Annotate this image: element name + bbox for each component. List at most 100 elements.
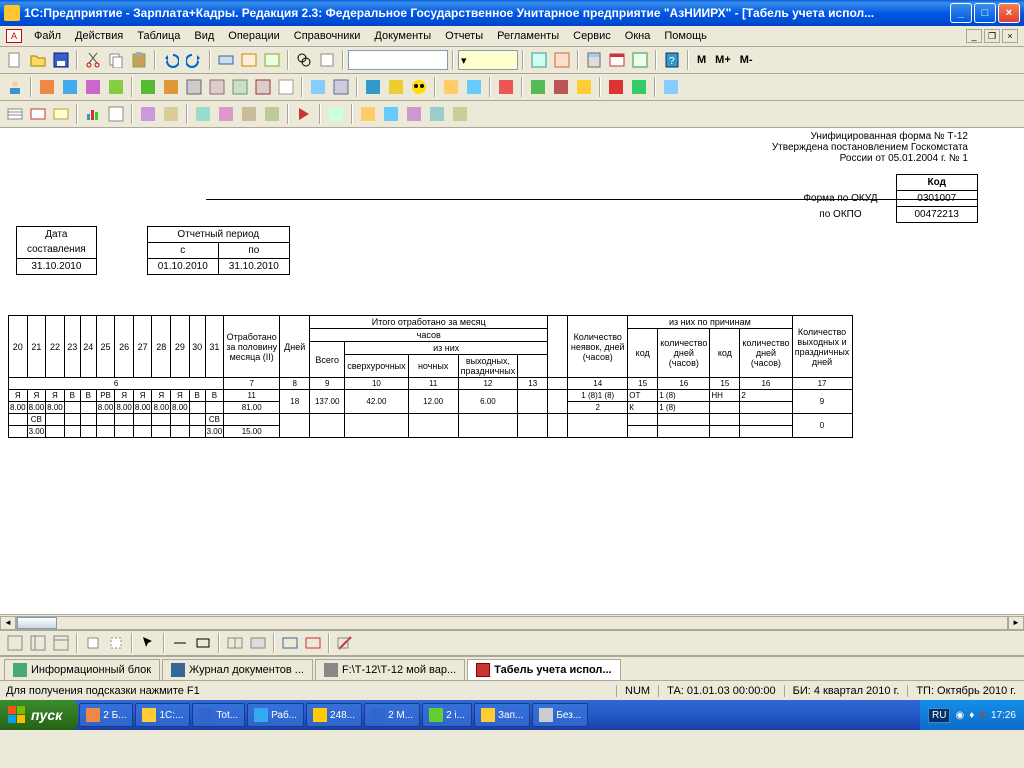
- tb3-15[interactable]: [403, 103, 425, 125]
- tb2-21[interactable]: [573, 76, 595, 98]
- tb2-4[interactable]: [105, 76, 127, 98]
- tb3-7[interactable]: [160, 103, 182, 125]
- mem-m[interactable]: M: [693, 54, 710, 66]
- help-icon[interactable]: ?: [661, 49, 683, 71]
- task-5[interactable]: 248...: [306, 703, 362, 727]
- tb2-24[interactable]: [660, 76, 682, 98]
- tb3-13[interactable]: [357, 103, 379, 125]
- tb2-5[interactable]: [137, 76, 159, 98]
- mdi-close[interactable]: ×: [1002, 29, 1018, 43]
- tb-btn-6[interactable]: [551, 49, 573, 71]
- tray-lang[interactable]: RU: [928, 708, 950, 723]
- menu-actions[interactable]: Действия: [69, 28, 129, 44]
- hscrollbar[interactable]: ◄ ►: [0, 614, 1024, 630]
- chart-icon[interactable]: [82, 103, 104, 125]
- menu-help[interactable]: Помощь: [658, 28, 713, 44]
- menu-service[interactable]: Сервис: [567, 28, 617, 44]
- tb-btn-4[interactable]: [316, 49, 338, 71]
- new-icon[interactable]: [4, 49, 26, 71]
- menu-table[interactable]: Таблица: [131, 28, 186, 44]
- tb-btn-7[interactable]: [629, 49, 651, 71]
- tb3-11[interactable]: [261, 103, 283, 125]
- tb2-16[interactable]: [440, 76, 462, 98]
- bt-7[interactable]: [192, 632, 214, 654]
- tb2-7[interactable]: [183, 76, 205, 98]
- tb3-1[interactable]: [4, 103, 26, 125]
- copy-icon[interactable]: [105, 49, 127, 71]
- mem-mm[interactable]: M-: [736, 54, 757, 66]
- sunglasses-icon[interactable]: [408, 76, 430, 98]
- task-4[interactable]: Раб...: [247, 703, 304, 727]
- tab-journal[interactable]: Журнал документов ...: [162, 659, 313, 680]
- tb-btn-2[interactable]: [238, 49, 260, 71]
- tab-tabel[interactable]: Табель учета испол...: [467, 659, 620, 680]
- tray-icon-2[interactable]: ♦: [969, 710, 974, 721]
- tb3-6[interactable]: [137, 103, 159, 125]
- bt-1[interactable]: [4, 632, 26, 654]
- task-7[interactable]: 2 i...: [422, 703, 472, 727]
- task-9[interactable]: Без...: [532, 703, 588, 727]
- bt-10[interactable]: [279, 632, 301, 654]
- menu-documents[interactable]: Документы: [368, 28, 437, 44]
- redo-icon[interactable]: [183, 49, 205, 71]
- menu-operations[interactable]: Операции: [222, 28, 285, 44]
- tb3-12[interactable]: [325, 103, 347, 125]
- tb2-14[interactable]: [362, 76, 384, 98]
- tab-file[interactable]: F:\Т-12\Т-12 мой вар...: [315, 659, 465, 680]
- close-button[interactable]: ×: [998, 3, 1020, 23]
- mdi-restore[interactable]: ❐: [984, 29, 1000, 43]
- task-1[interactable]: 2 Б...: [79, 703, 133, 727]
- tb2-11[interactable]: [275, 76, 297, 98]
- tab-info[interactable]: Информационный блок: [4, 659, 160, 680]
- bt-11[interactable]: [302, 632, 324, 654]
- menu-view[interactable]: Вид: [188, 28, 220, 44]
- menu-file[interactable]: Файл: [28, 28, 67, 44]
- tb3-3[interactable]: [50, 103, 72, 125]
- tb2-17[interactable]: [463, 76, 485, 98]
- scroll-left-icon[interactable]: ◄: [0, 616, 16, 630]
- tray-icon-3[interactable]: K: [979, 710, 986, 721]
- menu-catalogs[interactable]: Справочники: [288, 28, 367, 44]
- bt-6[interactable]: [169, 632, 191, 654]
- tb2-12[interactable]: [307, 76, 329, 98]
- scroll-right-icon[interactable]: ►: [1008, 616, 1024, 630]
- tb2-2[interactable]: [59, 76, 81, 98]
- tb2-9[interactable]: [229, 76, 251, 98]
- period-combo[interactable]: [348, 50, 448, 70]
- tb3-10[interactable]: [238, 103, 260, 125]
- cut-icon[interactable]: [82, 49, 104, 71]
- bt-9[interactable]: [247, 632, 269, 654]
- minimize-button[interactable]: _: [950, 3, 972, 23]
- tb3-16[interactable]: [426, 103, 448, 125]
- tb-btn-5[interactable]: [528, 49, 550, 71]
- open-icon[interactable]: [27, 49, 49, 71]
- tray-icon-1[interactable]: ◉: [955, 710, 964, 721]
- maximize-button[interactable]: □: [974, 3, 996, 23]
- save-icon[interactable]: [50, 49, 72, 71]
- calendar-icon[interactable]: [606, 49, 628, 71]
- highlight-combo[interactable]: ▾: [458, 50, 518, 70]
- tb3-8[interactable]: [192, 103, 214, 125]
- play-icon[interactable]: [293, 103, 315, 125]
- tb2-8[interactable]: [206, 76, 228, 98]
- tb3-2[interactable]: [27, 103, 49, 125]
- tb2-20[interactable]: [550, 76, 572, 98]
- menu-windows[interactable]: Окна: [619, 28, 657, 44]
- find-icon[interactable]: [293, 49, 315, 71]
- tb3-14[interactable]: [380, 103, 402, 125]
- mdi-min[interactable]: _: [966, 29, 982, 43]
- task-2[interactable]: 1С:...: [135, 703, 190, 727]
- tb3-17[interactable]: [449, 103, 471, 125]
- undo-icon[interactable]: [160, 49, 182, 71]
- tb2-1[interactable]: [36, 76, 58, 98]
- bt-4[interactable]: [82, 632, 104, 654]
- task-6[interactable]: 2 M...: [364, 703, 420, 727]
- menu-reglaments[interactable]: Регламенты: [491, 28, 565, 44]
- tb2-10[interactable]: [252, 76, 274, 98]
- tb2-19[interactable]: [527, 76, 549, 98]
- menu-reports[interactable]: Отчеты: [439, 28, 489, 44]
- bt-3[interactable]: [50, 632, 72, 654]
- tb3-5[interactable]: [105, 103, 127, 125]
- tb2-22[interactable]: [605, 76, 627, 98]
- task-3[interactable]: Tot...: [192, 703, 245, 727]
